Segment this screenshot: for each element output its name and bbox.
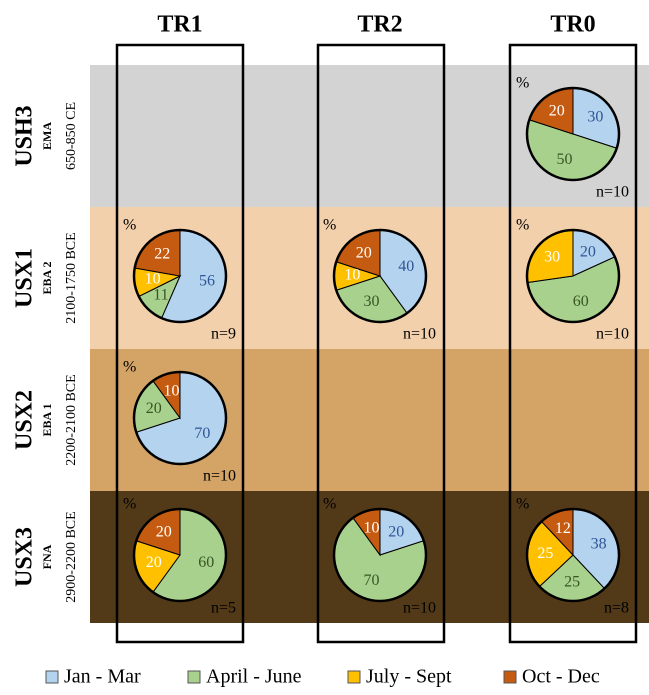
slice-label: 70 [194, 425, 210, 442]
pie [133, 508, 227, 602]
slice-label: 38 [591, 536, 607, 553]
column-box [115, 43, 245, 644]
pie [526, 508, 620, 602]
row-phase: FNA [40, 544, 54, 569]
legend-swatch [347, 670, 361, 684]
slice-label: 60 [573, 293, 589, 310]
n-label: n=10 [403, 326, 436, 343]
row-dates: 2200-2100 BCE [64, 374, 79, 465]
column-header: TR0 [550, 12, 595, 38]
slice-label: 60 [198, 554, 214, 571]
n-label: n=10 [596, 184, 629, 201]
slice-label: 10 [145, 271, 161, 288]
legend-label: July - Sept [366, 666, 452, 688]
slice-label: 70 [363, 572, 379, 589]
pie-outline [132, 507, 228, 603]
unit-label: % [516, 496, 529, 513]
n-label: n=9 [211, 326, 236, 343]
slice-label: 30 [544, 249, 560, 266]
n-label: n=5 [211, 600, 236, 617]
row-dates: 2900-2200 BCE [64, 511, 79, 602]
n-label: n=8 [604, 600, 629, 617]
row-site: USX2 [12, 390, 38, 450]
row-site: USX1 [12, 248, 38, 308]
pie-outline [332, 507, 428, 603]
pie-outline [525, 86, 621, 182]
row-dates: 2100-1750 BCE [64, 232, 79, 323]
unit-label: % [123, 359, 136, 376]
n-label: n=10 [403, 600, 436, 617]
slice-label: 10 [344, 267, 360, 284]
slice-label: 11 [153, 287, 168, 304]
pie-outline [132, 370, 228, 466]
legend-swatch [503, 670, 517, 684]
unit-label: % [516, 217, 529, 234]
row-site: USX3 [12, 527, 38, 587]
slice-label: 20 [156, 523, 172, 540]
slice-label: 20 [146, 400, 162, 417]
slice-label: 30 [587, 108, 603, 125]
slice-label: 22 [154, 246, 170, 263]
slice-label: 10 [363, 519, 379, 536]
slice-label: 10 [163, 382, 179, 399]
slice-label: 20 [580, 243, 596, 260]
column-box [508, 43, 638, 644]
n-label: n=10 [596, 326, 629, 343]
pie-outline [525, 507, 621, 603]
slice-label: 12 [555, 520, 571, 537]
column-box [316, 43, 446, 644]
slice-label: 30 [363, 293, 379, 310]
slice-label: 25 [564, 573, 580, 590]
unit-label: % [323, 217, 336, 234]
legend-label: Oct - Dec [522, 666, 600, 688]
slice-label: 20 [356, 244, 372, 261]
row-dates: 650-850 CE [64, 102, 79, 170]
legend-swatch [187, 670, 201, 684]
legend-swatch [45, 670, 59, 684]
slice-label: 50 [556, 151, 572, 168]
slice-label: 20 [549, 102, 565, 119]
slice-label: 56 [199, 272, 215, 289]
n-label: n=10 [203, 468, 236, 485]
unit-label: % [123, 217, 136, 234]
slice-label: 25 [537, 545, 553, 562]
slice-label: 20 [146, 554, 162, 571]
pie-outline [132, 228, 228, 324]
unit-label: % [123, 496, 136, 513]
column-header: TR1 [157, 12, 202, 38]
column-header: TR2 [357, 12, 402, 38]
pie-outline [525, 228, 621, 324]
slice-label: 20 [388, 523, 404, 540]
unit-label: % [516, 75, 529, 92]
pie-outline [332, 228, 428, 324]
row-phase: EBA 1 [40, 403, 54, 436]
row-phase: EBA 2 [40, 261, 54, 294]
row-site: USH3 [12, 105, 38, 166]
slice-label: 40 [398, 258, 414, 275]
legend-label: April - June [206, 666, 302, 688]
row-phase: EMA [40, 122, 54, 150]
unit-label: % [323, 496, 336, 513]
legend-label: Jan - Mar [64, 666, 141, 688]
